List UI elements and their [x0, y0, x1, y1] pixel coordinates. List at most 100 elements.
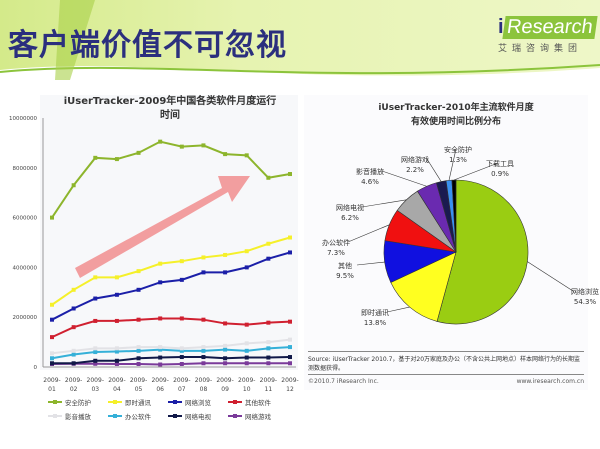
- data-point: [179, 348, 184, 353]
- slice-value: 7.3%: [327, 249, 345, 257]
- data-point: [201, 255, 206, 260]
- legend-marker: [113, 400, 117, 404]
- data-point: [201, 317, 206, 322]
- data-point: [50, 215, 54, 220]
- x-tick-label: 2009-: [108, 377, 125, 384]
- data-point: [136, 345, 141, 350]
- legend-label: 其他软件: [245, 398, 272, 407]
- leader-line: [453, 162, 499, 181]
- data-point: [201, 270, 206, 275]
- slice-value: 2.2%: [406, 166, 424, 174]
- data-point: [114, 362, 119, 367]
- data-point: [266, 256, 271, 261]
- slice-label: 办公软件: [322, 238, 350, 247]
- leader-line: [347, 224, 390, 243]
- data-point: [136, 356, 141, 361]
- data-point: [179, 144, 184, 149]
- data-point: [244, 348, 249, 353]
- legend-label: 网络电视: [185, 412, 212, 421]
- data-point: [179, 316, 184, 321]
- data-point: [71, 348, 76, 353]
- data-point: [136, 150, 141, 155]
- leader-line: [356, 261, 385, 266]
- legend-label: 办公软件: [125, 412, 152, 421]
- x-tick-label: 2009-: [151, 377, 168, 384]
- data-point: [288, 345, 292, 350]
- line-chart-bg: [40, 95, 298, 370]
- data-point: [223, 270, 228, 275]
- x-tick-label: 2009-: [87, 377, 104, 384]
- data-point: [223, 361, 228, 366]
- legend-marker: [53, 414, 57, 418]
- slice-value: 9.5%: [336, 272, 354, 280]
- data-point: [201, 355, 206, 360]
- slice-label: 下载工具: [486, 159, 514, 168]
- data-point: [136, 317, 141, 322]
- data-point: [201, 143, 206, 148]
- y-tick-label: 8000000: [13, 166, 38, 172]
- slice-label: 其他: [338, 261, 352, 270]
- data-point: [114, 358, 119, 363]
- data-point: [71, 306, 76, 311]
- data-point: [266, 320, 271, 325]
- website: www.iresearch.com.cn: [516, 378, 584, 385]
- data-point: [114, 346, 119, 351]
- data-point: [93, 350, 98, 355]
- data-point: [158, 347, 163, 352]
- data-point: [288, 337, 292, 342]
- data-point: [266, 355, 271, 360]
- slice-label: 网络电视: [336, 203, 364, 212]
- data-point: [71, 361, 76, 366]
- x-tick-label: 2009-: [195, 377, 212, 384]
- data-point: [136, 348, 141, 353]
- x-tick-label: 10: [243, 386, 251, 393]
- leader-line: [527, 261, 574, 292]
- legend-marker: [173, 414, 177, 418]
- data-point: [114, 275, 119, 280]
- slice-value: 4.6%: [361, 178, 379, 186]
- data-point: [158, 355, 163, 360]
- x-tick-label: 2009-: [43, 377, 60, 384]
- data-point: [244, 355, 249, 360]
- data-point: [93, 358, 98, 363]
- data-point: [179, 259, 184, 264]
- x-tick-label: 11: [265, 386, 273, 393]
- data-point: [266, 361, 271, 366]
- data-point: [223, 356, 228, 361]
- x-tick-label: 12: [286, 386, 294, 393]
- data-point: [71, 352, 76, 357]
- data-point: [244, 322, 249, 327]
- data-point: [71, 287, 76, 292]
- series-line: [51, 251, 291, 321]
- pie-chart-title: iUserTracker-2010年主流软件月度: [378, 101, 534, 113]
- trend-arrow-icon: [75, 176, 250, 278]
- data-point: [244, 361, 249, 366]
- data-point: [288, 250, 292, 255]
- data-point: [158, 345, 163, 350]
- leader-line: [386, 306, 410, 313]
- data-point: [50, 335, 54, 340]
- slice-value: 1.3%: [449, 156, 467, 164]
- data-point: [50, 356, 54, 361]
- slice-value: 13.8%: [364, 319, 387, 327]
- data-point: [93, 318, 98, 323]
- data-point: [50, 317, 54, 322]
- x-tick-label: 09: [221, 386, 229, 393]
- data-point: [244, 249, 249, 254]
- data-point: [114, 292, 119, 297]
- data-point: [201, 348, 206, 353]
- slice-label: 安全防护: [444, 145, 472, 154]
- x-tick-label: 08: [200, 386, 208, 393]
- slice-label: 网络浏览: [571, 287, 599, 296]
- y-tick-label: 10000000: [9, 116, 37, 122]
- data-point: [71, 183, 76, 188]
- data-point: [288, 319, 292, 324]
- series-line: [51, 346, 291, 360]
- series-line: [51, 140, 291, 219]
- legend-label: 即时通讯: [125, 398, 152, 407]
- data-point: [93, 296, 98, 301]
- source-note: Source: iUserTracker 2010.7，基于对20万家庭及办公（…: [308, 351, 584, 373]
- legend-label: 影音播放: [65, 412, 92, 421]
- slice-value: 0.9%: [491, 170, 509, 178]
- data-point: [223, 152, 228, 157]
